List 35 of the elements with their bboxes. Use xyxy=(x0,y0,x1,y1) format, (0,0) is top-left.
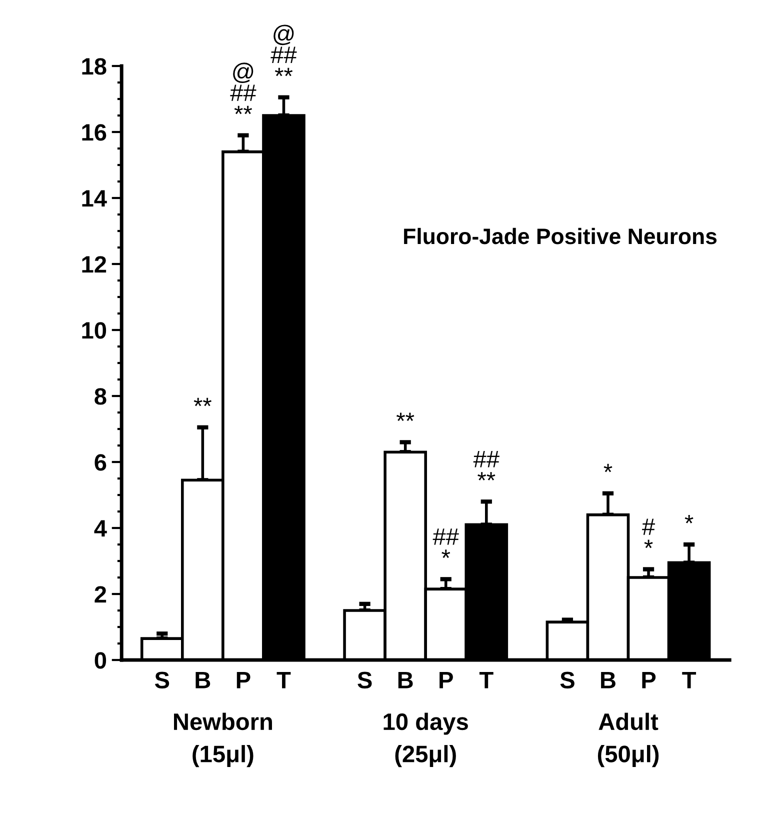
y-tick-label: 16 xyxy=(82,124,106,141)
x-tick-label: S xyxy=(560,672,574,688)
data-label: ## * xyxy=(432,528,459,558)
x-tick-label: B xyxy=(398,672,413,688)
y-tick-label: 0 xyxy=(94,652,106,669)
x-tick-label: S xyxy=(154,672,170,688)
y-tick-label: 18 xyxy=(82,58,106,75)
y-tick-label: 10 xyxy=(82,322,106,339)
data-label: @ ## ** xyxy=(230,62,256,114)
y-tick-label: 4 xyxy=(94,520,107,537)
text: 10 days (25μl) xyxy=(384,712,468,768)
x-tick-label: P xyxy=(642,672,656,688)
data-label: @ ## ** xyxy=(270,24,297,76)
data-label: ** xyxy=(194,398,212,406)
y-tick-label: 2 xyxy=(94,586,106,603)
text: Fluoro-Jade Positive Neurons xyxy=(404,228,717,244)
x-tick-label: T xyxy=(276,672,291,688)
x-tick-label: P xyxy=(440,672,453,688)
y-tick-label: 12 xyxy=(82,256,106,273)
x-tick-label: P xyxy=(236,672,250,688)
data-label: ## ** xyxy=(473,451,500,480)
data-label: # * xyxy=(642,518,655,548)
x-tick-label: T xyxy=(479,672,494,688)
data-label: * xyxy=(684,515,694,524)
y-tick-label: 8 xyxy=(94,388,106,405)
text: Adult (50μl) xyxy=(598,712,659,768)
x-tick-label: B xyxy=(196,672,210,688)
x-tick-label: B xyxy=(601,672,616,688)
x-tick-label: T xyxy=(682,672,696,688)
y-tick-label: 14 xyxy=(82,190,107,207)
y-tick-label: 6 xyxy=(94,454,106,471)
data-label: * xyxy=(604,464,612,472)
x-tick-label: S xyxy=(358,672,372,688)
data-label: ** xyxy=(396,412,414,422)
text: Newborn (15μl) xyxy=(174,712,272,768)
